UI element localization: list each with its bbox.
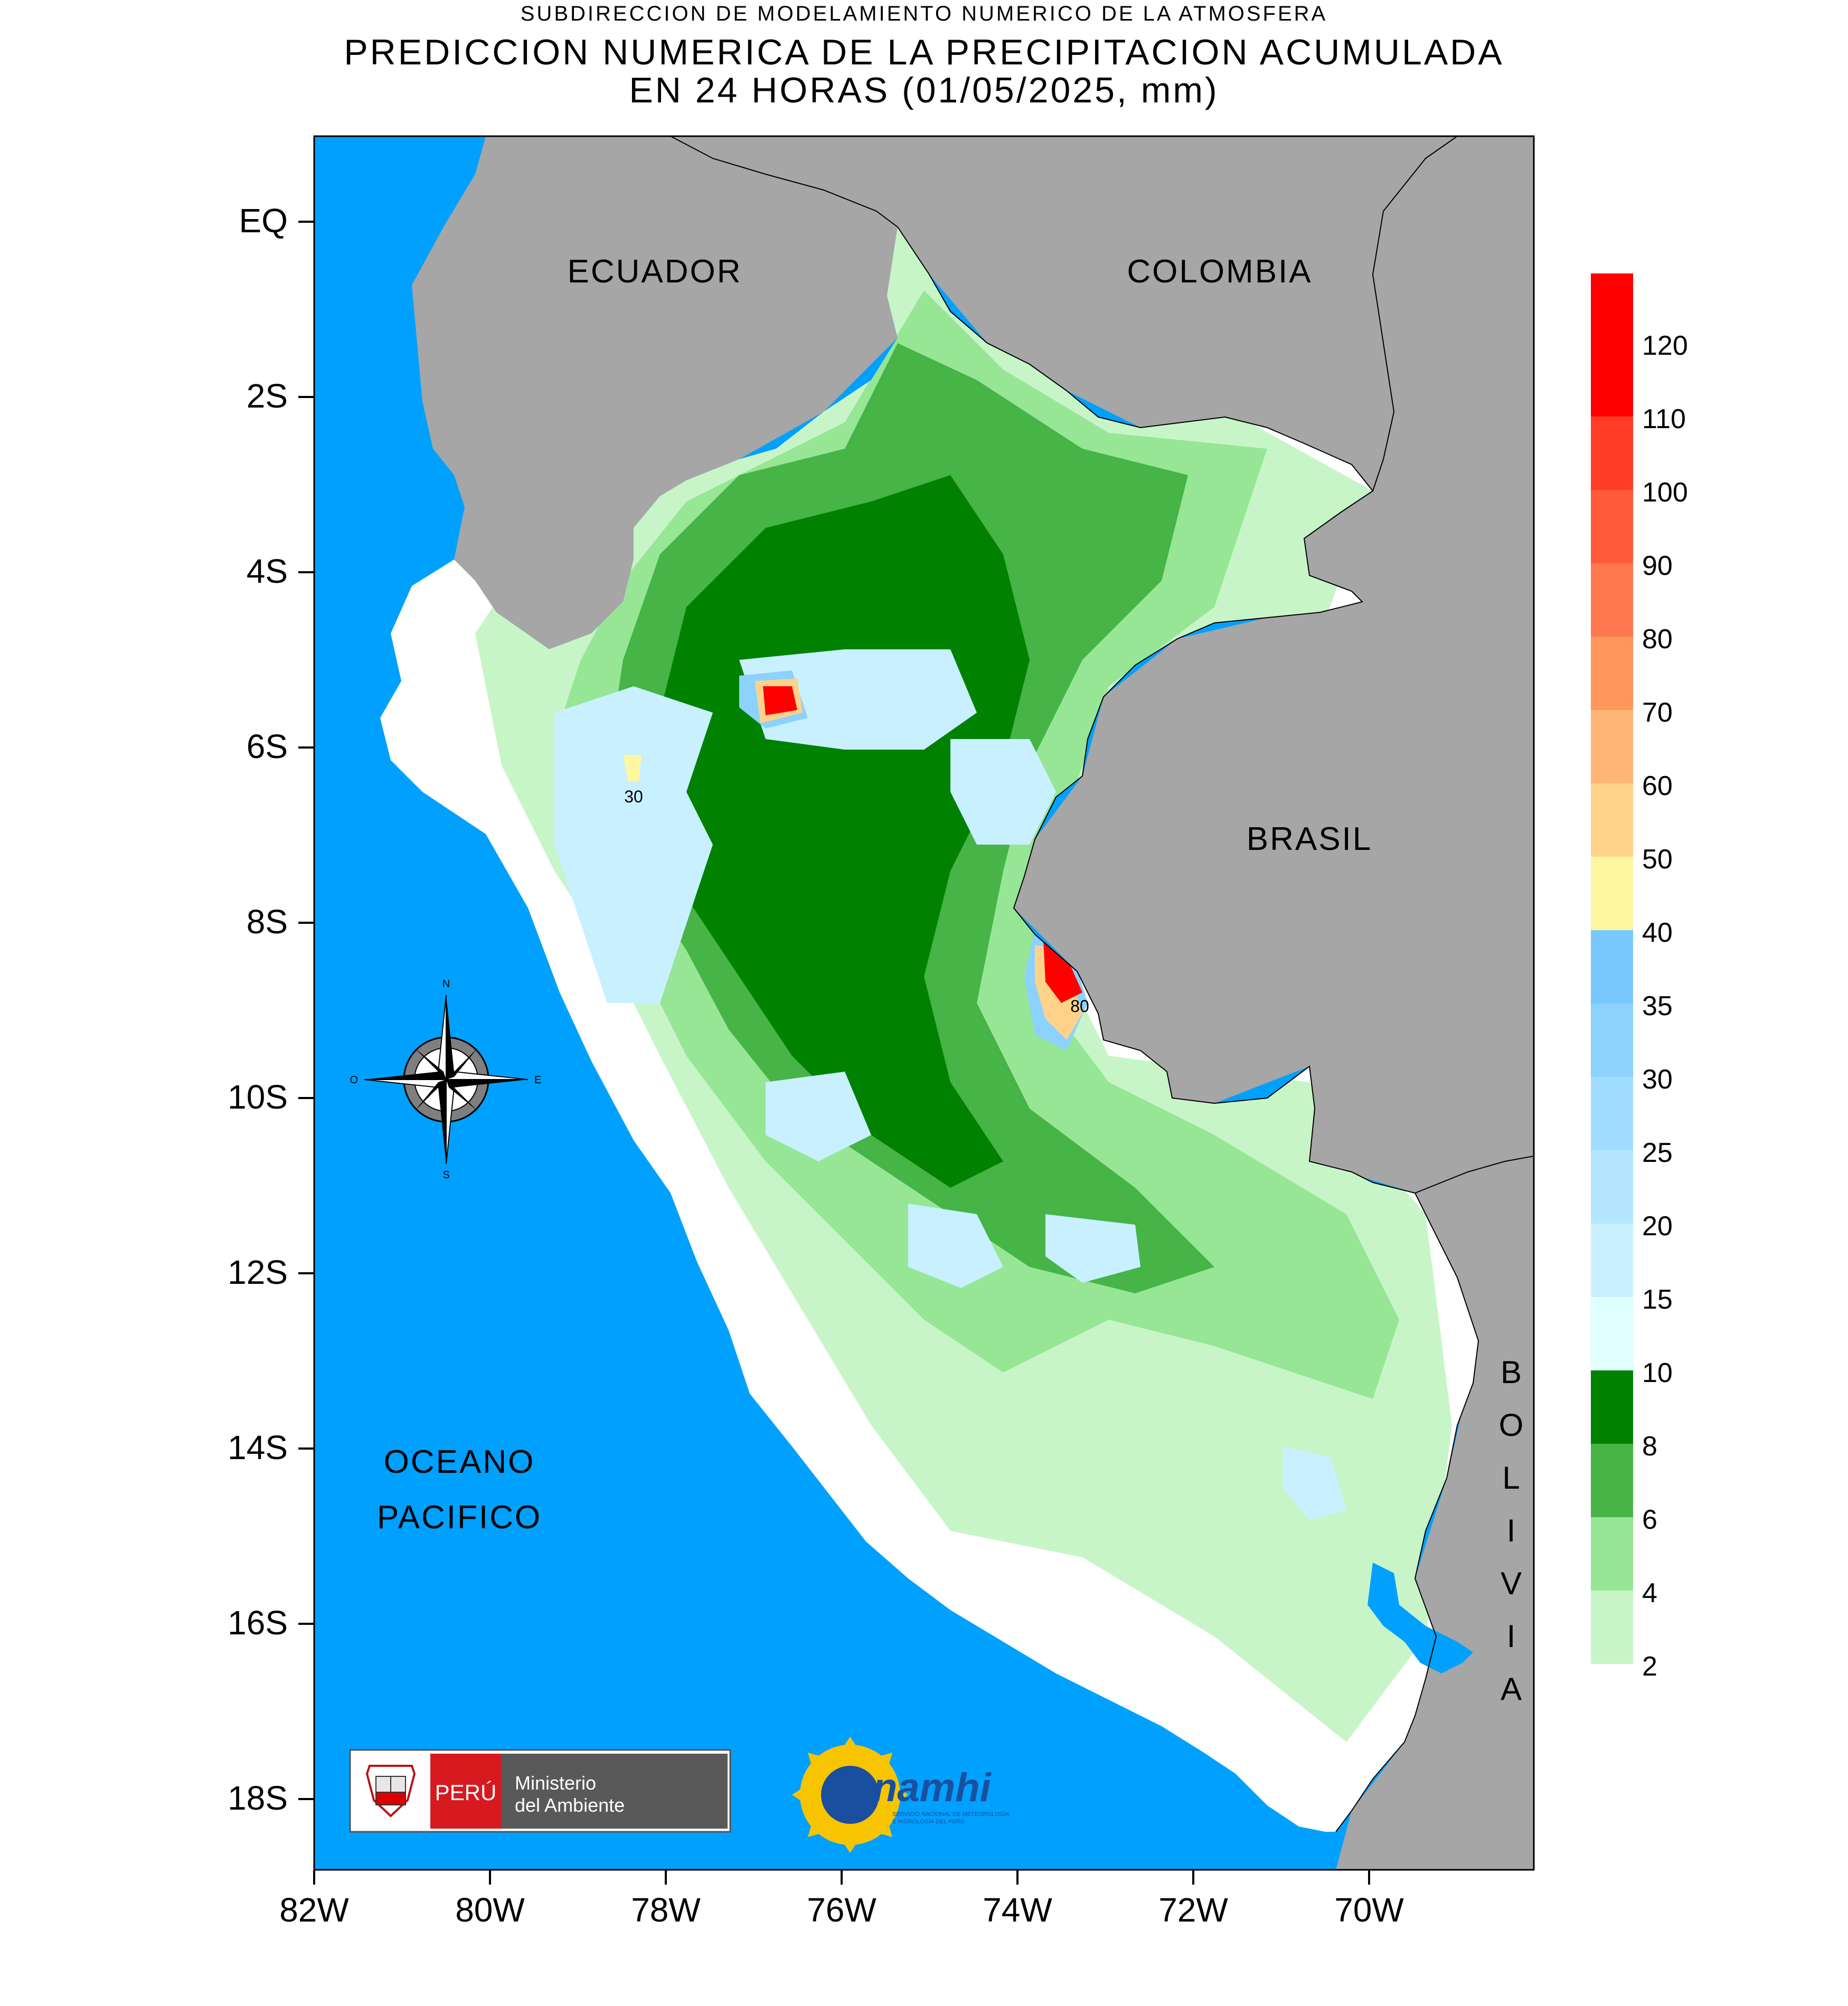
sun-icon bbox=[792, 1737, 908, 1853]
label-ocean-line2: PACIFICO bbox=[377, 1499, 542, 1536]
legend-swatch bbox=[1591, 710, 1633, 783]
legend-label: 90 bbox=[1642, 551, 1673, 581]
legend-label: 30 bbox=[1642, 1064, 1673, 1095]
neighbor-land-north bbox=[412, 136, 1534, 1870]
senamhi-subtitle-1: SERVICIO NACIONAL DE METEOROLOGÍA bbox=[892, 1811, 1010, 1818]
compass-east: E bbox=[534, 1074, 541, 1086]
color-legend: 2 4 6 8 10 15 20 25 30 35 40 50 60 70 80… bbox=[1591, 273, 1688, 1682]
legend-swatch bbox=[1591, 1370, 1633, 1444]
senamhi-name: Senamhi bbox=[824, 1765, 992, 1810]
lon-tick-label: 74W bbox=[983, 1891, 1052, 1929]
ecuador-colombia-border bbox=[670, 136, 898, 228]
bolivia-letter: L bbox=[1502, 1460, 1520, 1496]
label-bolivia: B O L I V I A bbox=[1499, 1355, 1524, 1707]
legend-label: 60 bbox=[1642, 771, 1673, 801]
legend-swatch bbox=[1591, 1224, 1633, 1297]
legend-swatch bbox=[1591, 1004, 1633, 1077]
lon-tick-label: 80W bbox=[455, 1891, 525, 1929]
lake-titicaca bbox=[1368, 1563, 1473, 1673]
map-frame bbox=[313, 135, 1535, 1871]
lat-tick-label: 18S bbox=[228, 1779, 288, 1817]
label-brasil: BRASIL bbox=[1247, 821, 1373, 857]
lat-tick-label: 2S bbox=[247, 377, 288, 415]
map-title-line2: EN 24 HORAS (01/05/2025, mm) bbox=[629, 70, 1219, 110]
legend-label: 8 bbox=[1642, 1431, 1657, 1462]
compass-south: S bbox=[442, 1169, 449, 1181]
contour-label: 80 bbox=[1070, 997, 1089, 1016]
legend-label: 80 bbox=[1642, 624, 1673, 655]
bolivia-letter: V bbox=[1501, 1566, 1522, 1601]
map-title-line1: PREDICCION NUMERICA DE LA PRECIPITACION … bbox=[344, 32, 1504, 72]
legend-swatch bbox=[1591, 1150, 1633, 1224]
peru-text: PERÚ bbox=[435, 1780, 497, 1805]
precipitation-field bbox=[475, 227, 1452, 1742]
label-colombia: COLOMBIA bbox=[1127, 253, 1312, 290]
colombia-brasil-border bbox=[1372, 136, 1458, 491]
peru-coat-of-arms-icon bbox=[364, 1763, 417, 1821]
legend-label: 4 bbox=[1642, 1578, 1657, 1608]
legend-label: 6 bbox=[1642, 1505, 1657, 1535]
legend-label: 25 bbox=[1642, 1138, 1673, 1168]
legend-swatch bbox=[1591, 563, 1633, 637]
legend-label: 100 bbox=[1642, 477, 1688, 508]
lat-tick-label: 12S bbox=[228, 1253, 288, 1291]
compass-rose: N S E O bbox=[350, 978, 541, 1181]
lon-tick-label: 78W bbox=[631, 1891, 701, 1929]
bolivia-letter: B bbox=[1501, 1355, 1522, 1390]
bolivia-letter: O bbox=[1499, 1407, 1524, 1443]
lon-tick-label: 72W bbox=[1158, 1891, 1228, 1929]
legend-swatch bbox=[1591, 490, 1633, 563]
legend-label: 2 bbox=[1642, 1651, 1657, 1682]
compass-west: O bbox=[350, 1074, 358, 1086]
compass-north: N bbox=[442, 978, 450, 990]
senamhi-logo: Senamhi SERVICIO NACIONAL DE METEOROLOGÍ… bbox=[792, 1737, 1010, 1853]
lat-tick-label: 10S bbox=[228, 1078, 288, 1116]
agency-subtitle: SUBDIRECCION DE MODELAMIENTO NUMERICO DE… bbox=[520, 2, 1328, 25]
bolivia-letter: I bbox=[1507, 1513, 1516, 1548]
legend-swatch bbox=[1591, 930, 1633, 1004]
legend-swatch bbox=[1591, 637, 1633, 710]
legend-swatch bbox=[1591, 1444, 1633, 1517]
lat-tick-label: 14S bbox=[228, 1428, 288, 1466]
senamhi-subtitle-2: E HIDROLOGÍA DEL PERÚ bbox=[892, 1818, 965, 1825]
legend-swatch bbox=[1591, 1591, 1633, 1664]
bolivia-letter: I bbox=[1507, 1619, 1516, 1654]
legend-label: 15 bbox=[1642, 1284, 1673, 1315]
lat-tick-label: 4S bbox=[247, 552, 288, 590]
legend-label: 50 bbox=[1642, 844, 1673, 875]
label-ecuador: ECUADOR bbox=[567, 253, 742, 290]
bolivia-letter: A bbox=[1501, 1671, 1522, 1707]
legend-swatch bbox=[1591, 1297, 1633, 1370]
label-ocean-line1: OCEANO bbox=[384, 1444, 535, 1480]
legend-swatch bbox=[1591, 1517, 1633, 1591]
lon-tick-label: 70W bbox=[1334, 1891, 1404, 1929]
legend-label: 120 bbox=[1642, 330, 1688, 361]
legend-swatch bbox=[1591, 417, 1633, 490]
longitude-axis: 82W 80W 78W 76W 74W 72W 70W bbox=[279, 1870, 1404, 1929]
ministry-line2: del Ambiente bbox=[515, 1794, 625, 1816]
legend-label: 35 bbox=[1642, 991, 1673, 1021]
legend-swatch bbox=[1591, 857, 1633, 930]
ministry-line1: Ministerio bbox=[515, 1772, 596, 1794]
lat-tick-label: 8S bbox=[247, 903, 288, 941]
legend-swatch bbox=[1591, 1077, 1633, 1150]
legend-label: 40 bbox=[1642, 917, 1673, 948]
ministerio-ambiente-logo: PERÚ Ministerio del Ambiente bbox=[349, 1749, 731, 1833]
lat-tick-label: 16S bbox=[228, 1604, 288, 1642]
lat-tick-label: 6S bbox=[247, 727, 288, 765]
brasil-bolivia-border bbox=[1415, 1156, 1534, 1194]
legend-swatch bbox=[1591, 273, 1633, 417]
legend-swatch bbox=[1591, 783, 1633, 857]
legend-label: 20 bbox=[1642, 1211, 1673, 1242]
lon-tick-label: 82W bbox=[279, 1891, 349, 1929]
latitude-axis: EQ 2S 4S 6S 8S 10S 12S 14S 16S 18S bbox=[228, 202, 314, 1817]
contour-label: 30 bbox=[624, 787, 643, 806]
lat-tick-label: EQ bbox=[239, 202, 288, 240]
peru-border bbox=[897, 226, 1479, 1832]
lon-tick-label: 76W bbox=[807, 1891, 876, 1929]
legend-label: 10 bbox=[1642, 1358, 1673, 1388]
legend-label: 110 bbox=[1642, 404, 1686, 434]
legend-label: 70 bbox=[1642, 697, 1673, 728]
